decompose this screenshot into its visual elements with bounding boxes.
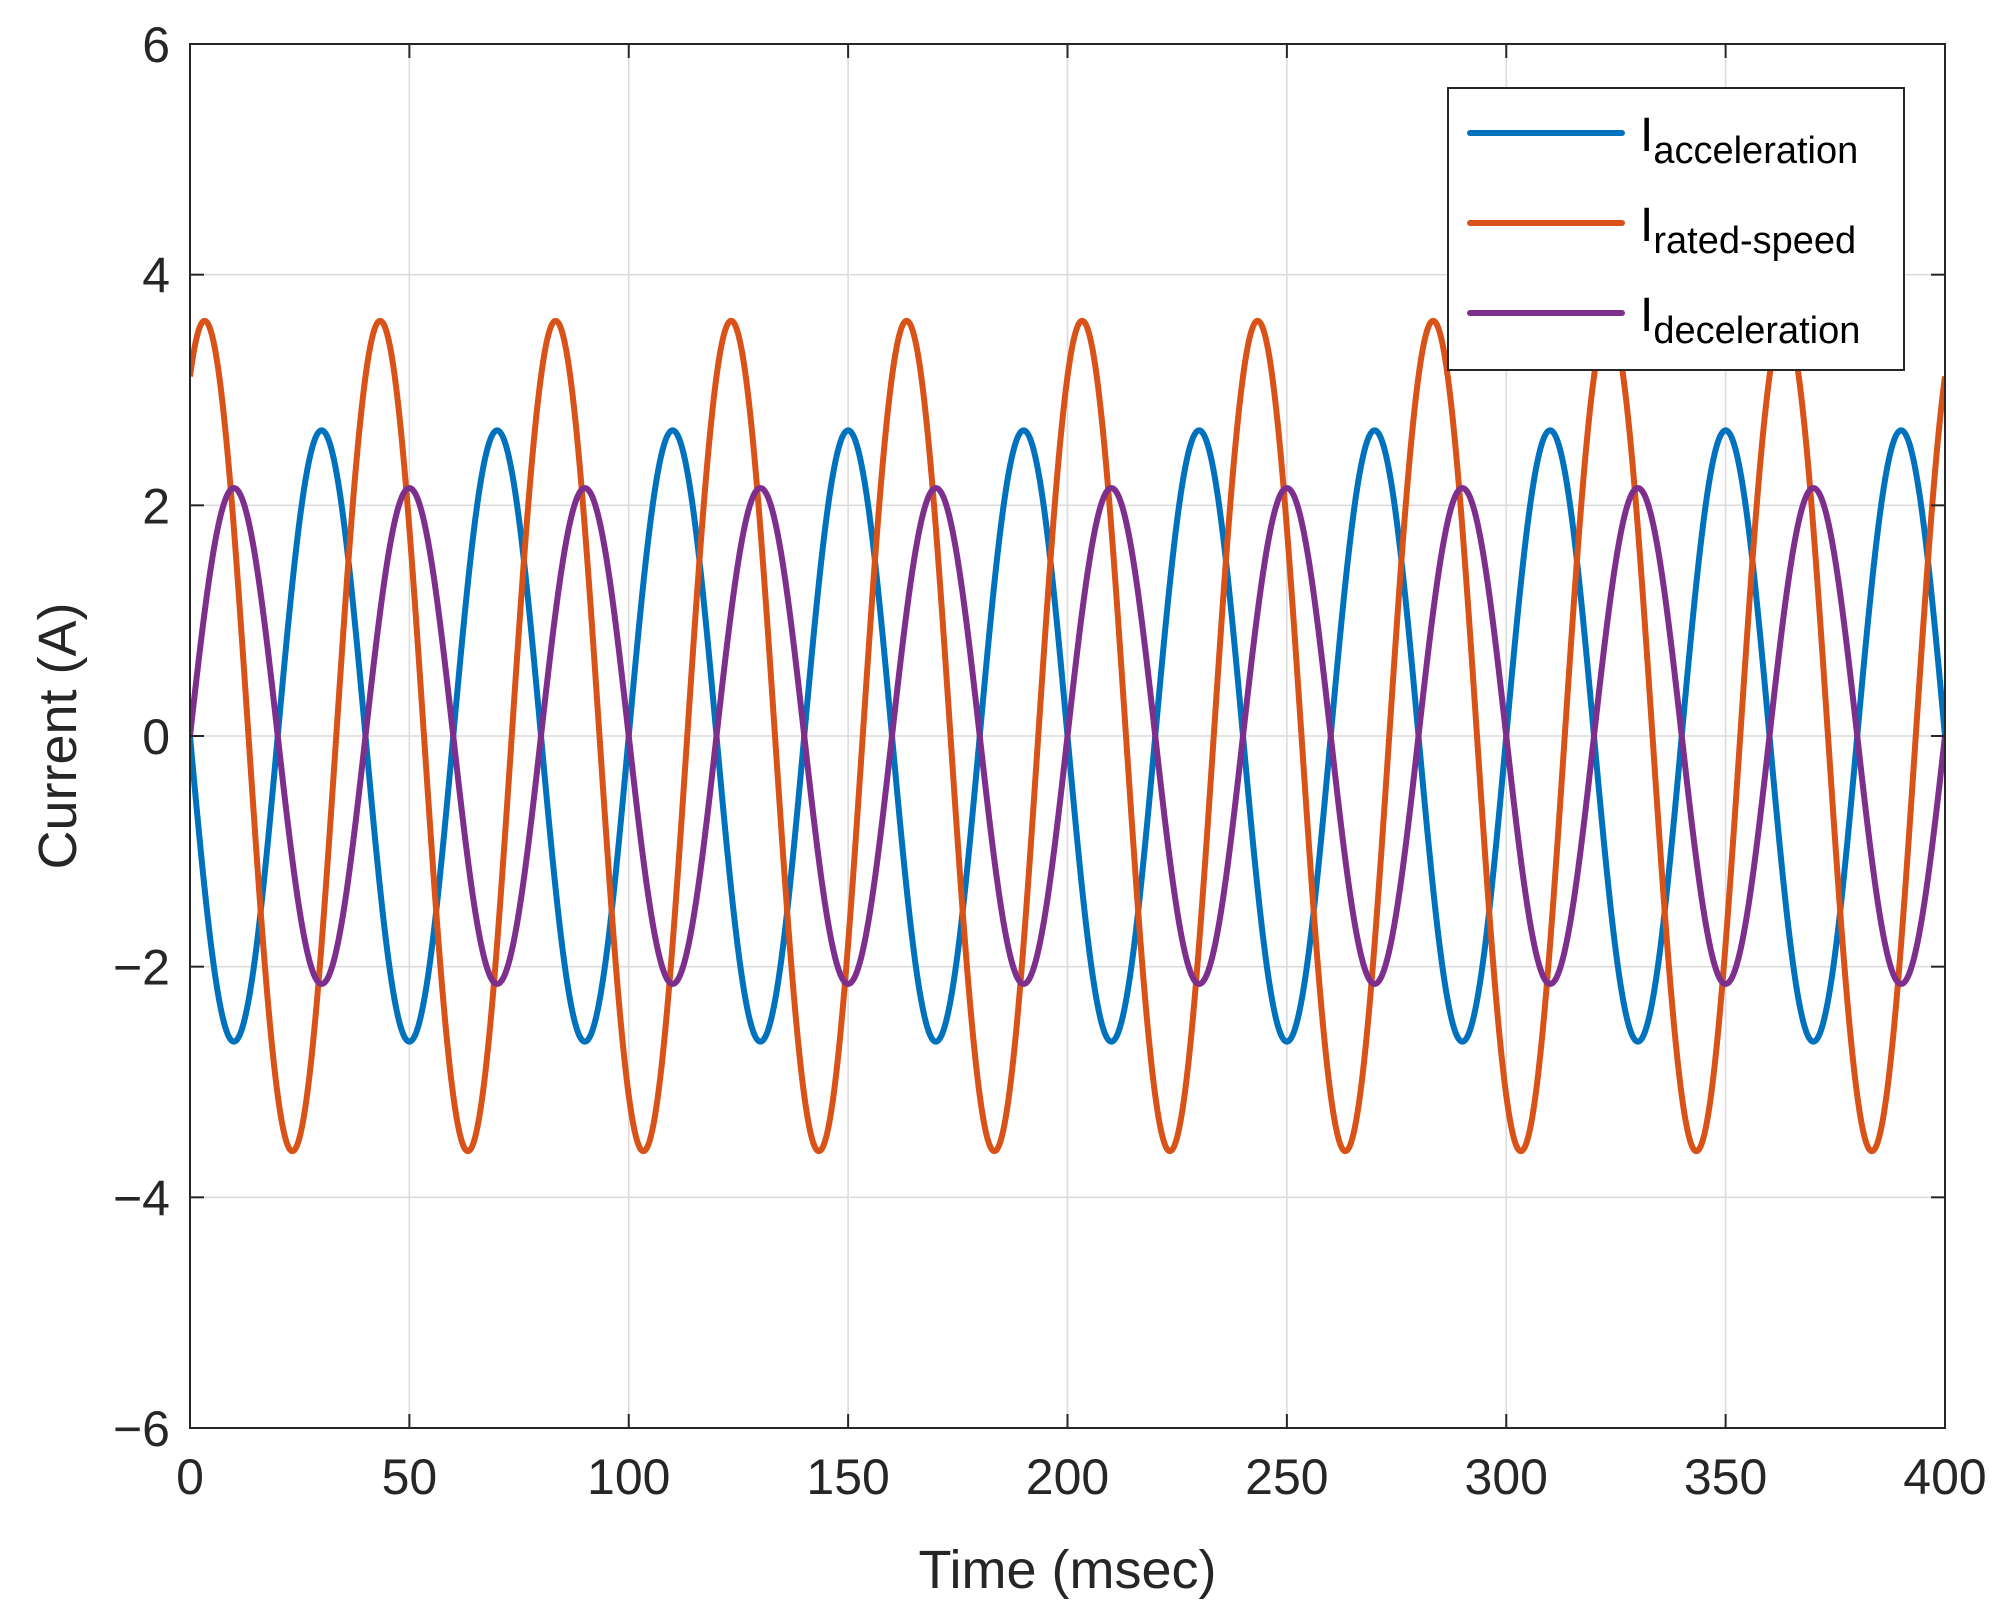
y-tick-label: −4 [113,1170,170,1226]
legend-main-text: I [1640,289,1653,342]
x-tick-label: 100 [587,1449,670,1505]
x-tick-label: 300 [1465,1449,1548,1505]
series-line-rated-speed [190,317,1945,1155]
legend-entry-acceleration: Iacceleration [1640,109,1858,172]
ticks [189,43,1946,1429]
y-tick-label: 0 [142,709,170,765]
y-tick-label: 6 [142,17,170,73]
legend-main-text: I [1640,199,1653,252]
legend-subscript: acceleration [1653,130,1858,172]
x-tick-label: 0 [176,1449,204,1505]
x-tick-label: 250 [1245,1449,1328,1505]
legend-entry-rated-speed: Irated-speed [1640,199,1856,262]
series-line-deceleration [190,485,1945,987]
x-tick-label: 400 [1903,1449,1986,1505]
legend: Iacceleration Irated-speed Ideceleration [1447,87,1905,371]
x-tick-label: 150 [806,1449,889,1505]
series-layer [190,317,1945,1155]
x-tick-label: 50 [382,1449,438,1505]
legend-subscript: deceleration [1653,310,1860,352]
legend-subscript: rated-speed [1653,220,1856,262]
legend-entry-deceleration: Ideceleration [1640,289,1860,352]
y-tick-label: 2 [142,478,170,534]
tick-labels: 0 50 100 150 200 250 300 350 400 −6 −4 −2 0 2 4 6 [113,17,1987,1505]
x-axis-label: Time (msec) [919,1540,1217,1600]
y-tick-label: 4 [142,248,170,304]
y-tick-label: −2 [113,940,170,996]
y-tick-label: −6 [113,1401,170,1457]
y-axis-label: Current (A) [28,602,88,869]
legend-main-text: I [1640,109,1653,162]
x-tick-label: 200 [1026,1449,1109,1505]
x-tick-label: 350 [1684,1449,1767,1505]
